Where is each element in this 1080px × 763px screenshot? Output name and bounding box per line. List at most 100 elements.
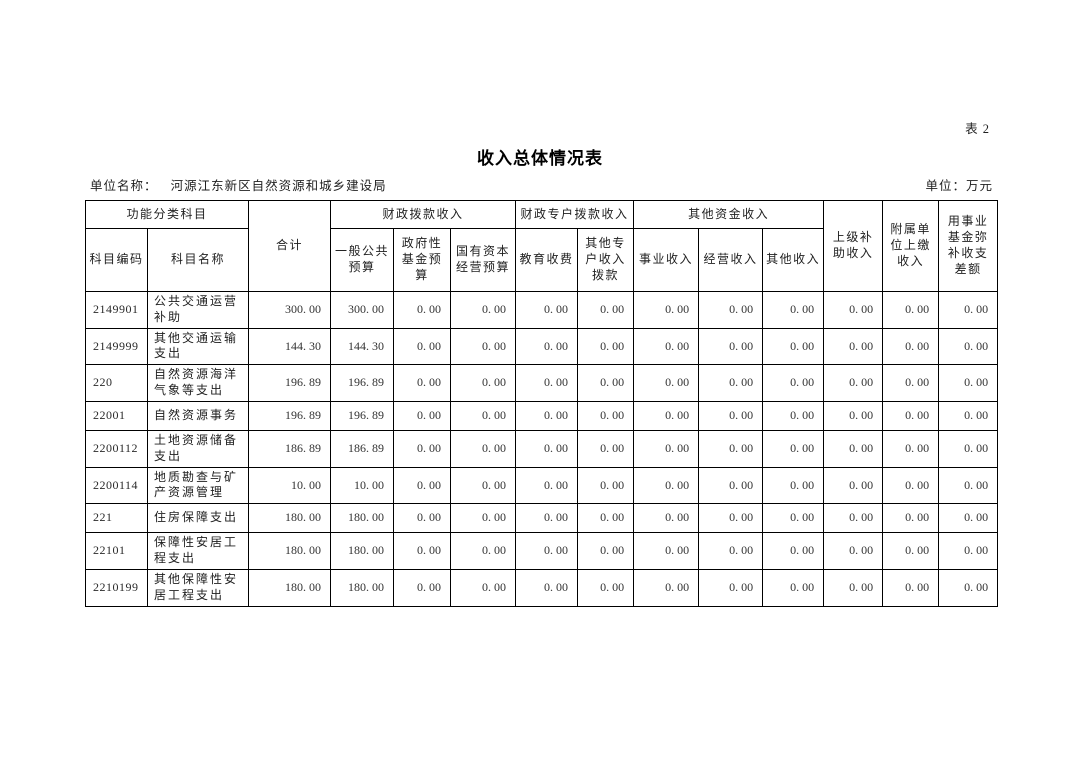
- table-row: 2200114 地质勘查与矿产资源管理 10. 00 10. 00 0. 00 0. 00…: [85, 466, 999, 505]
- value-cell: 0. 00: [698, 466, 764, 505]
- table-number: 表 2: [965, 122, 990, 136]
- subject-code-cell: 2149901: [85, 291, 148, 329]
- value-cell: 0. 00: [698, 503, 764, 534]
- value-cell: 0. 00: [633, 327, 700, 366]
- table-row: 22001 自然资源事务 196. 89 196. 89 0. 00 0. 00 0. 00…: [85, 400, 999, 431]
- subject-name-cell: 土地资源储备支出: [146, 429, 250, 468]
- value-cell: 0. 00: [450, 568, 517, 607]
- value-cell: 144. 30: [248, 327, 332, 366]
- value-cell: 0. 00: [882, 291, 940, 329]
- value-cell: 0. 00: [823, 568, 884, 607]
- value-cell: 0. 00: [882, 364, 940, 402]
- unit-of-measure: 单位：万元: [925, 179, 993, 193]
- value-cell: 0. 00: [762, 532, 825, 570]
- subject-code-cell: 2210199: [85, 568, 148, 607]
- value-cell: 0. 00: [450, 327, 517, 366]
- value-cell: 0. 00: [633, 291, 700, 329]
- value-cell: 0. 00: [698, 291, 764, 329]
- subject-name-cell: 其他交通运输支出: [146, 327, 250, 366]
- value-cell: 0. 00: [450, 466, 517, 505]
- table-row: 221 住房保障支出 180. 00 180. 00 0. 00 0. 00 0. 00 0.…: [85, 503, 999, 534]
- value-cell: 196. 89: [248, 400, 332, 431]
- table-row: 2210199 其他保障性安居工程支出 180. 00 180. 00 0. 00 0. …: [85, 568, 999, 607]
- unit-name-label: 单位名称：: [90, 179, 158, 193]
- header-fiscal-special-account-income: 财政专户拨款收入: [515, 200, 635, 229]
- value-cell: 180. 00: [248, 568, 332, 607]
- value-cell: 0. 00: [393, 429, 452, 468]
- value-cell: 0. 00: [633, 568, 700, 607]
- value-cell: 0. 00: [633, 466, 700, 505]
- value-cell: 0. 00: [882, 466, 940, 505]
- value-cell: 10. 00: [248, 466, 332, 505]
- value-cell: 0. 00: [633, 400, 700, 431]
- value-cell: 0. 00: [450, 532, 517, 570]
- header-other-special-account: 其他专户收入拨款: [577, 228, 635, 292]
- value-cell: 0. 00: [823, 364, 884, 402]
- header-general-public-budget: 一般公共预算: [330, 228, 395, 292]
- subject-name-cell: 保障性安居工程支出: [146, 532, 250, 570]
- value-cell: 196. 89: [330, 400, 395, 431]
- value-cell: 300. 00: [330, 291, 395, 329]
- subject-code-cell: 2149999: [85, 327, 148, 366]
- subject-name-cell: 住房保障支出: [146, 503, 250, 534]
- value-cell: 0. 00: [938, 364, 999, 402]
- header-other-funds-income: 其他资金收入: [633, 200, 825, 229]
- subject-code-cell: 221: [85, 503, 148, 534]
- value-cell: 0. 00: [633, 429, 700, 468]
- value-cell: 0. 00: [698, 327, 764, 366]
- value-cell: 0. 00: [577, 429, 635, 468]
- value-cell: 0. 00: [882, 327, 940, 366]
- value-cell: 196. 89: [330, 364, 395, 402]
- value-cell: 0. 00: [938, 429, 999, 468]
- header-total: 合计: [248, 200, 332, 292]
- value-cell: 0. 00: [393, 291, 452, 329]
- value-cell: 0. 00: [882, 503, 940, 534]
- value-cell: 0. 00: [577, 568, 635, 607]
- value-cell: 0. 00: [450, 364, 517, 402]
- value-cell: 0. 00: [515, 291, 579, 329]
- value-cell: 0. 00: [823, 503, 884, 534]
- header-career-fund-balance: 用事业基金弥补收支差额: [938, 200, 999, 292]
- value-cell: 0. 00: [762, 291, 825, 329]
- header-superior-subsidy-income: 上级补助收入: [823, 200, 884, 292]
- value-cell: 0. 00: [823, 532, 884, 570]
- value-cell: 0. 00: [577, 503, 635, 534]
- value-cell: 196. 89: [248, 364, 332, 402]
- subject-name-cell: 自然资源事务: [146, 400, 250, 431]
- value-cell: 0. 00: [515, 400, 579, 431]
- header-subject-code: 科目编码: [85, 228, 148, 292]
- value-cell: 0. 00: [823, 291, 884, 329]
- value-cell: 0. 00: [762, 568, 825, 607]
- value-cell: 180. 00: [330, 568, 395, 607]
- header-education-fees: 教育收费: [515, 228, 579, 292]
- table-body: 2149901 公共交通运营补助 300. 00 300. 00 0. 00 0. 00 0…: [85, 291, 999, 607]
- subject-name-cell: 公共交通运营补助: [146, 291, 250, 329]
- table-row: 2200112 土地资源储备支出 186. 89 186. 89 0. 00 0. 00 0…: [85, 429, 999, 468]
- value-cell: 0. 00: [762, 429, 825, 468]
- value-cell: 0. 00: [577, 327, 635, 366]
- income-summary-table: 功能分类科目 合计 财政拨款收入 财政专户拨款收入 其他资金收入 上级补助收入 …: [84, 200, 999, 607]
- page-title: 收入总体情况表: [477, 149, 603, 168]
- value-cell: 0. 00: [698, 429, 764, 468]
- header-functional-subject: 功能分类科目: [84, 200, 250, 229]
- table-row: 2149999 其他交通运输支出 144. 30 144. 30 0. 00 0. 00 0…: [85, 327, 999, 366]
- header-state-capital-budget: 国有资本经营预算: [450, 228, 517, 292]
- header-subject-name: 科目名称: [146, 228, 250, 292]
- value-cell: 180. 00: [330, 532, 395, 570]
- value-cell: 0. 00: [450, 503, 517, 534]
- header-other-income: 其他收入: [762, 228, 825, 292]
- header-fiscal-appropriation-income: 财政拨款收入: [330, 200, 517, 229]
- value-cell: 0. 00: [577, 400, 635, 431]
- value-cell: 0. 00: [393, 568, 452, 607]
- value-cell: 186. 89: [330, 429, 395, 468]
- value-cell: 0. 00: [577, 466, 635, 505]
- value-cell: 0. 00: [393, 503, 452, 534]
- subject-code-cell: 2200114: [85, 466, 148, 505]
- value-cell: 0. 00: [515, 327, 579, 366]
- value-cell: 0. 00: [633, 364, 700, 402]
- value-cell: 0. 00: [698, 532, 764, 570]
- value-cell: 0. 00: [577, 532, 635, 570]
- header-affiliated-unit-income: 附属单位上缴收入: [882, 200, 940, 292]
- value-cell: 0. 00: [515, 429, 579, 468]
